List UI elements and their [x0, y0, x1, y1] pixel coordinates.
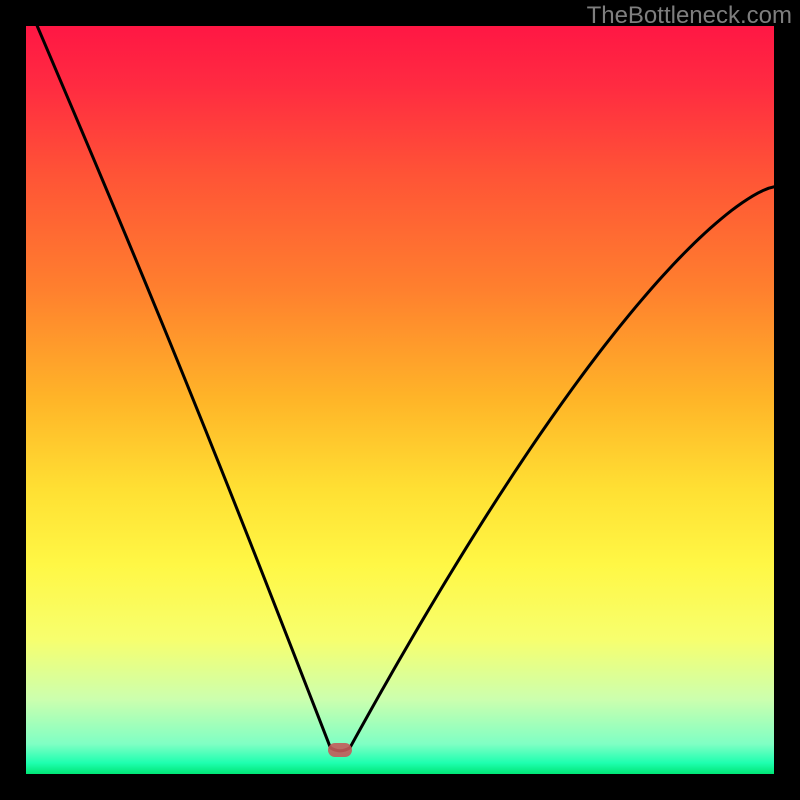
watermark-text: TheBottleneck.com — [587, 2, 792, 30]
curve-svg — [26, 26, 774, 774]
vertex-dot — [328, 743, 352, 757]
chart-frame: TheBottleneck.com — [0, 0, 800, 800]
plot-area — [26, 26, 774, 774]
bottleneck-curve — [37, 26, 774, 751]
